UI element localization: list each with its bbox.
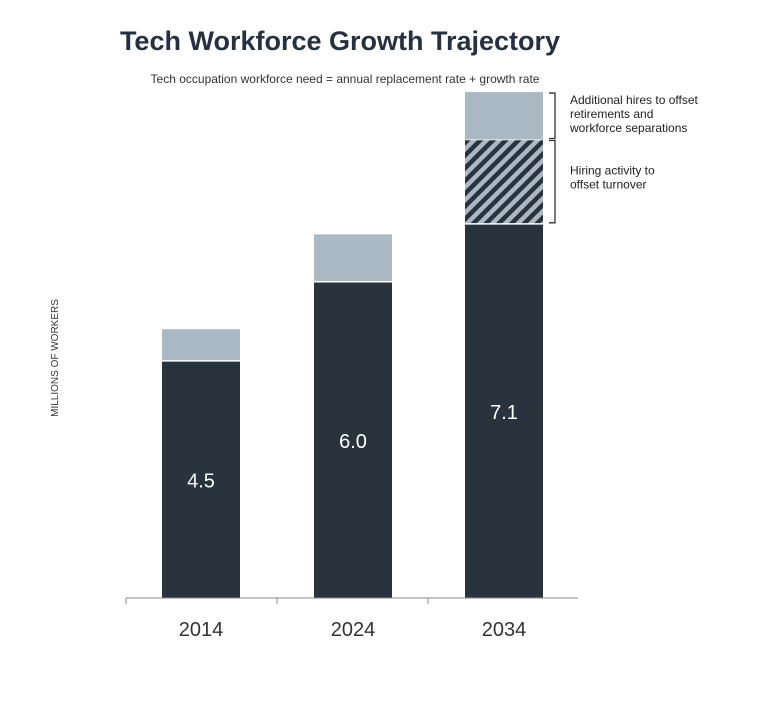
x-tick-label-2014: 2014	[179, 619, 224, 641]
x-tick-label-2034: 2034	[482, 619, 527, 641]
bar-additional-2024	[314, 234, 392, 282]
y-axis-label: MILLIONS OF WORKERS	[50, 299, 61, 417]
bar-base-2034	[465, 223, 543, 598]
bracket-additional	[549, 92, 556, 140]
x-tick-label-2024: 2024	[331, 619, 376, 641]
bracket-turnover	[549, 139, 556, 224]
bar-base-2024	[314, 281, 392, 598]
chart-subtitle: Tech occupation workforce need = annual …	[150, 72, 540, 86]
bar-additional-2034	[465, 92, 543, 140]
data-label-2024: 6.0	[339, 431, 367, 453]
bar-base-2014	[162, 360, 240, 598]
bar-turnover-2034	[465, 139, 543, 224]
data-label-2034: 7.1	[490, 402, 518, 424]
chart-title: Tech Workforce Growth Trajectory	[119, 26, 561, 56]
data-label-2014: 4.5	[187, 470, 215, 492]
bar-additional-2014	[162, 329, 240, 361]
annotation-additional: Additional hires to offset retirements an…	[569, 93, 699, 135]
annotation-turnover: Hiring activity to offset turnover	[570, 164, 655, 192]
